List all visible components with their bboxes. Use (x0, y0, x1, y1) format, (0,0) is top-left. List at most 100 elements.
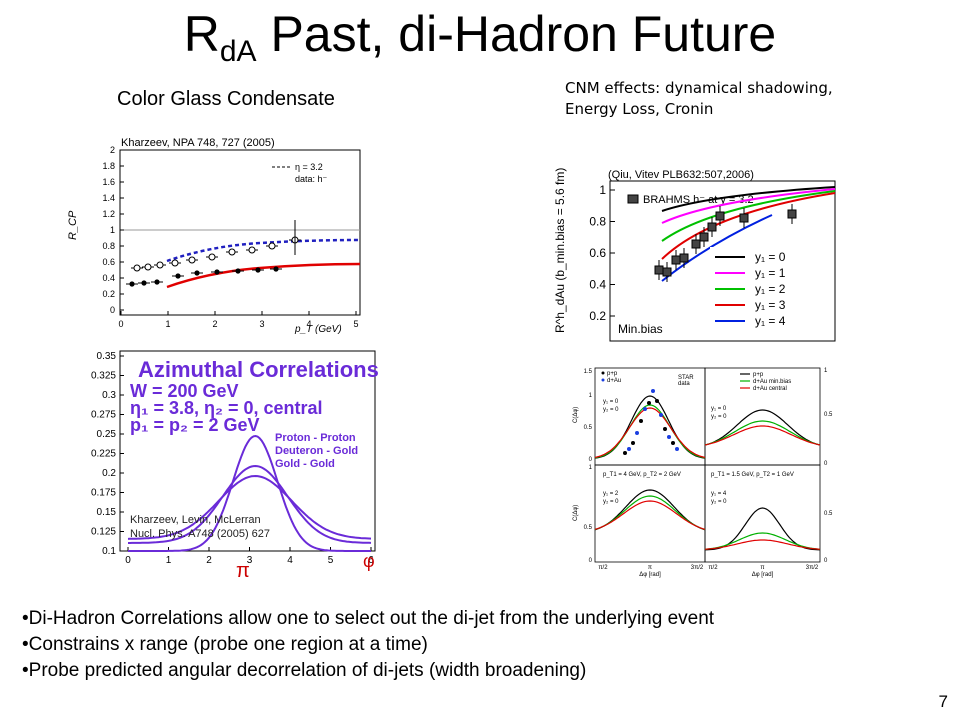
star-bl-y: y₂ = 0 (603, 499, 619, 505)
star-data-point (659, 413, 663, 417)
star-ytick-label: 0 (589, 558, 593, 564)
rdau-point (787, 209, 797, 219)
az-curve-auau (127, 474, 372, 540)
rdau-point (662, 267, 672, 277)
star-curve (594, 407, 706, 458)
rcp-filled-point (141, 280, 147, 286)
star-tr-legend: d+Au central (753, 386, 787, 392)
rcp-xtick-label: 4 (306, 319, 311, 329)
rdau-legend-marker (627, 194, 639, 204)
rcp-filled-point (273, 266, 279, 272)
rdau-curve (661, 190, 836, 242)
star-ytick-label: 1 (824, 368, 828, 374)
star-data-point (647, 401, 651, 405)
rdau-ylabel: R^h_dAu (b_min.bias = 5.6 fm) (553, 168, 567, 333)
bullet-item: Constrains x range (probe one region at … (22, 632, 952, 658)
star-tr-legend: p+p (753, 372, 764, 378)
slide-title: RdA Past, di-Hadron Future (183, 6, 777, 68)
star-tl-y: y₁ = 0 (603, 399, 619, 405)
az-citation-1: Kharzeev, Levin, McLerran (130, 514, 261, 526)
star-curve (704, 532, 821, 550)
star-data-point (655, 399, 659, 403)
rdau-point (739, 213, 749, 223)
star-tl-note: data (678, 381, 690, 387)
rcp-ytick-label: 1.6 (102, 177, 115, 187)
az-xtick-label: 2 (206, 555, 212, 566)
az-ytick-label: 0.35 (97, 351, 117, 362)
star-data-point (675, 447, 679, 451)
star-ytick-label: 1.5 (584, 369, 593, 375)
rcp-ylabel: R_CP (67, 210, 79, 240)
star-bl-p: p_T1 = 4 GeV, p_T2 = 2 GeV (603, 472, 681, 478)
rcp-open-point (248, 246, 256, 254)
star-data-point (623, 451, 627, 455)
rcp-filled-point (175, 273, 181, 279)
star-xtick-label: π/2 (598, 565, 608, 571)
star-data-point (663, 427, 667, 431)
rdau-point (671, 255, 681, 265)
star-panel-frame (704, 464, 821, 563)
star-ytick-label: 0.5 (824, 511, 833, 517)
rdau-ytick-label: 0.2 (589, 309, 606, 323)
rdau-ytick-label: 1 (599, 183, 606, 197)
rcp-open-point (156, 261, 164, 269)
az-ytick-label: 0.125 (91, 527, 116, 538)
rdau-legend-label: y₁ = 0 (755, 250, 786, 264)
star-data-point (667, 435, 671, 439)
rcp-solid-curve (166, 262, 361, 289)
bullet-item: Di-Hadron Correlations allow one to sele… (22, 606, 952, 632)
rcp-ytick-label: 1.8 (102, 161, 115, 171)
star-curve (704, 420, 821, 446)
star-data-point (635, 431, 639, 435)
az-line1: W = 200 GeV (130, 381, 239, 401)
star-data-point (651, 389, 655, 393)
rcp-filled-point (255, 267, 261, 273)
rcp-ytick-label: 1.2 (102, 209, 115, 219)
az-legend-pp: Proton - Proton (275, 432, 356, 444)
az-xtick-label: 3 (247, 555, 253, 566)
rcp-plot: Kharzeev, NPA 748, 727 (2005) 0 0.2 0.4 0.6… (67, 137, 361, 335)
az-phi-label: φ (363, 551, 375, 571)
star-curve (704, 539, 821, 550)
az-line3: p₁ = p₂ = 2 GeV (130, 415, 260, 435)
rdau-point (699, 232, 709, 242)
star-ylabel: C(Δφ) (573, 505, 579, 521)
rcp-xtick-label: 0 (118, 319, 123, 329)
rdau-point (679, 253, 689, 263)
star-xtick-label: π/2 (708, 565, 718, 571)
star-curve (704, 409, 821, 446)
az-ytick-label: 0.1 (102, 546, 116, 557)
star-ytick-label: 0 (824, 461, 828, 467)
rcp-filled-point (194, 270, 200, 276)
star-tl-note: STAR (678, 375, 694, 381)
star-data-point (671, 441, 675, 445)
rdau-ytick-label: 0.6 (589, 246, 606, 260)
star-data-point (627, 447, 631, 451)
rcp-ytick-label: 0.8 (102, 241, 115, 251)
az-pi-label: π (236, 560, 250, 582)
rdau-point (654, 265, 664, 275)
rdau-point (707, 222, 717, 232)
rcp-xtick-label: 3 (259, 319, 264, 329)
rdau-point (691, 239, 701, 249)
rcp-open-point (208, 253, 216, 261)
rcp-ytick-label: 1 (110, 225, 115, 235)
star-curve (594, 404, 706, 459)
rcp-legend-eta: η = 3.2 (295, 162, 323, 172)
rdau-curve (661, 214, 773, 282)
star-tl-legend: d+Au (607, 378, 621, 384)
rdau-ytick-label: 0.8 (589, 215, 606, 229)
az-xtick-label: 5 (328, 555, 334, 566)
rcp-xlabel: p_T (GeV) (294, 324, 342, 335)
star-ylabel: C(Δφ) (573, 407, 579, 423)
star-ytick-label: 1 (589, 393, 593, 399)
star-xtick-label: 3π/2 (806, 565, 819, 571)
az-citation-2: Nucl. Phys. A748 (2005) 627 (130, 528, 270, 540)
rcp-open-point (144, 263, 152, 271)
az-xtick-label: 4 (287, 555, 293, 566)
star-tl-y: y₂ = 0 (603, 407, 619, 413)
star-ytick-label: 0.5 (584, 425, 593, 431)
az-xtick-label: 6 (368, 555, 374, 566)
star-xtick-label: π (760, 565, 764, 571)
star-data-point (631, 441, 635, 445)
